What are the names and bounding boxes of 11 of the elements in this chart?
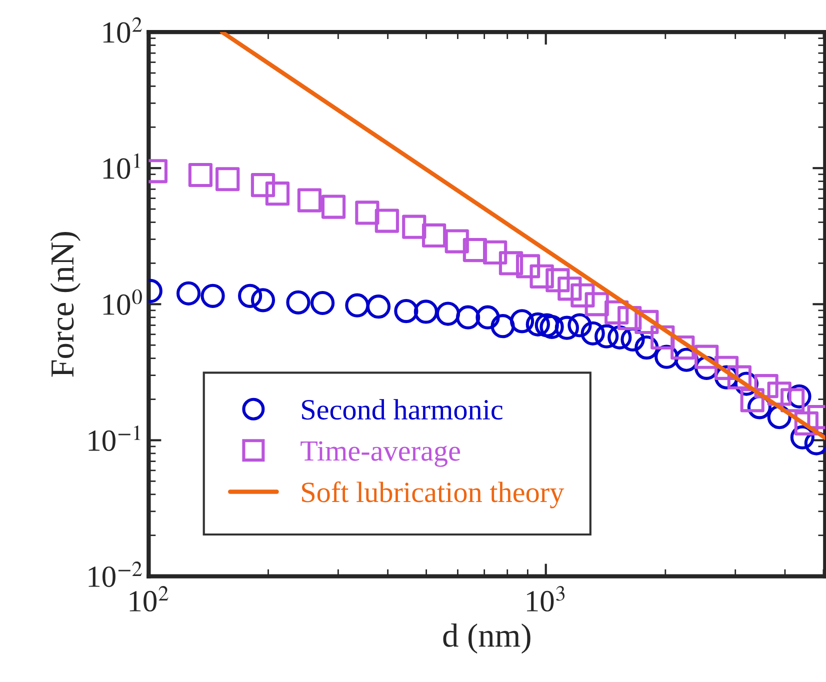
legend-label: Time-average [300, 441, 460, 467]
y-axis-title: Force (nN) [50, 232, 81, 377]
y-tick-label: 10$^{0}$ [103, 289, 142, 315]
y-tick-label: 10$^{−1}$ [88, 425, 140, 452]
x-tick-label: 10$^{3}$ [526, 586, 565, 612]
y-tick-label: 10$^{1}$ [103, 153, 140, 179]
x-axis-title: d (nm) [443, 623, 530, 654]
legend-label: Second harmonic [302, 399, 503, 420]
legend-label: Soft lubrication theory [302, 481, 564, 508]
y-tick-label: 10$^{2}$ [103, 17, 142, 43]
y-tick-label: 10$^{−2}$ [88, 562, 142, 588]
